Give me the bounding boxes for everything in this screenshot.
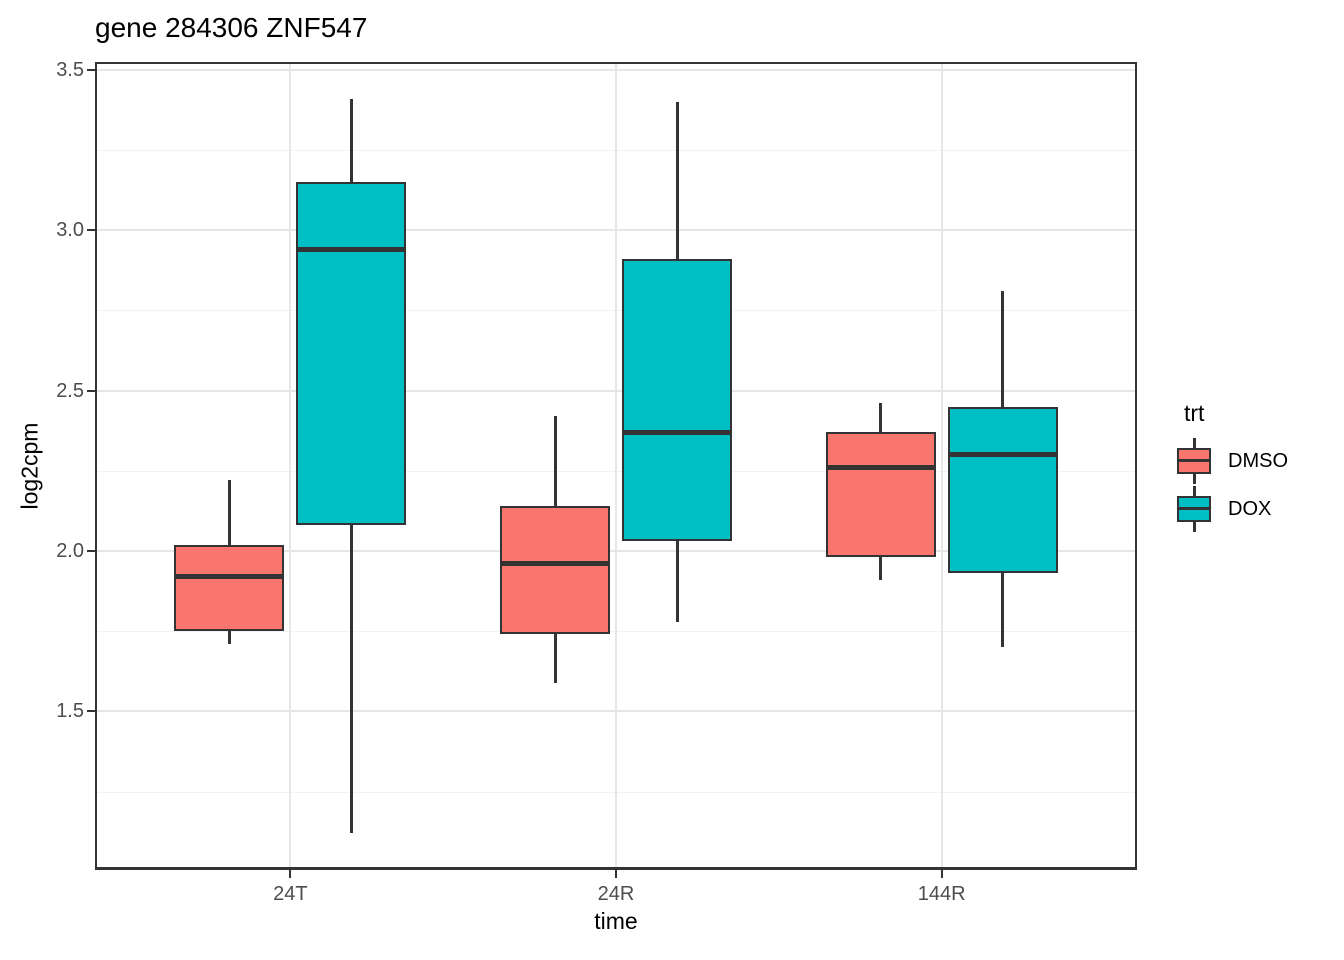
median-DMSO-24R	[500, 561, 610, 567]
gridline-x-major	[940, 64, 943, 867]
x-tick-mark	[615, 870, 617, 878]
plot-panel	[95, 62, 1137, 870]
x-tick-label: 144R	[917, 883, 966, 905]
whisker-lower-DOX-24T	[349, 525, 353, 834]
y-tick-mark	[87, 389, 95, 392]
y-tick-label: 2.5	[56, 379, 84, 402]
plot-title: gene 284306 ZNF547	[95, 12, 368, 43]
whisker-upper-DMSO-144R	[879, 403, 883, 433]
key-median-line	[1177, 459, 1211, 462]
x-tick-mark	[940, 870, 943, 878]
y-axis-title: log2cpm	[16, 422, 43, 510]
box-DMSO-144R	[825, 432, 936, 558]
whisker-upper-DMSO-24T	[227, 480, 231, 545]
whisker-lower-DMSO-24R	[553, 634, 557, 683]
legend-label-dox: DOX	[1228, 497, 1272, 520]
box-DOX-24R	[622, 259, 732, 542]
x-tick-label: 24T	[273, 883, 308, 905]
key-median-line	[1177, 507, 1211, 510]
box-DMSO-24R	[500, 506, 610, 635]
legend-item-dox: DOX	[1174, 485, 1344, 533]
y-tick-label: 3.0	[56, 219, 84, 242]
y-tick-mark	[87, 229, 95, 232]
y-tick-label: 3.5	[56, 58, 84, 81]
whisker-upper-DMSO-24R	[553, 416, 557, 507]
y-tick-mark	[87, 550, 95, 552]
legend-item-dmso: DMSO	[1174, 437, 1344, 485]
median-DMSO-24T	[174, 574, 285, 580]
boxplot-key-icon	[1174, 486, 1214, 532]
box-DOX-144R	[947, 406, 1058, 574]
boxplot-key-icon	[1174, 438, 1214, 484]
gridline-x-major	[615, 64, 617, 867]
gridline-x-major	[289, 64, 292, 867]
y-tick-mark	[87, 68, 95, 71]
whisker-upper-DOX-144R	[1001, 291, 1005, 407]
whisker-lower-DMSO-24T	[227, 631, 231, 645]
whisker-upper-DOX-24T	[349, 98, 353, 183]
x-axis-title: time	[594, 908, 638, 934]
legend-title: trt	[1184, 400, 1205, 426]
y-tick-label: 1.5	[56, 700, 84, 723]
whisker-upper-DOX-24R	[675, 101, 679, 260]
x-tick-label: 24R	[597, 883, 635, 905]
y-tick-label: 2.0	[56, 540, 84, 562]
median-DMSO-144R	[825, 465, 936, 471]
whisker-lower-DMSO-144R	[879, 557, 883, 580]
whisker-lower-DOX-144R	[1001, 573, 1005, 648]
median-DOX-144R	[947, 452, 1058, 458]
box-DMSO-24T	[174, 544, 285, 632]
box-DOX-24T	[296, 182, 407, 526]
x-tick-mark	[289, 870, 292, 878]
y-tick-mark	[87, 710, 95, 713]
median-DOX-24R	[622, 429, 732, 435]
legend: trt DMSO DOX	[1158, 400, 1344, 533]
median-DOX-24T	[296, 246, 407, 252]
whisker-lower-DOX-24R	[675, 541, 679, 622]
legend-label-dmso: DMSO	[1228, 449, 1288, 472]
